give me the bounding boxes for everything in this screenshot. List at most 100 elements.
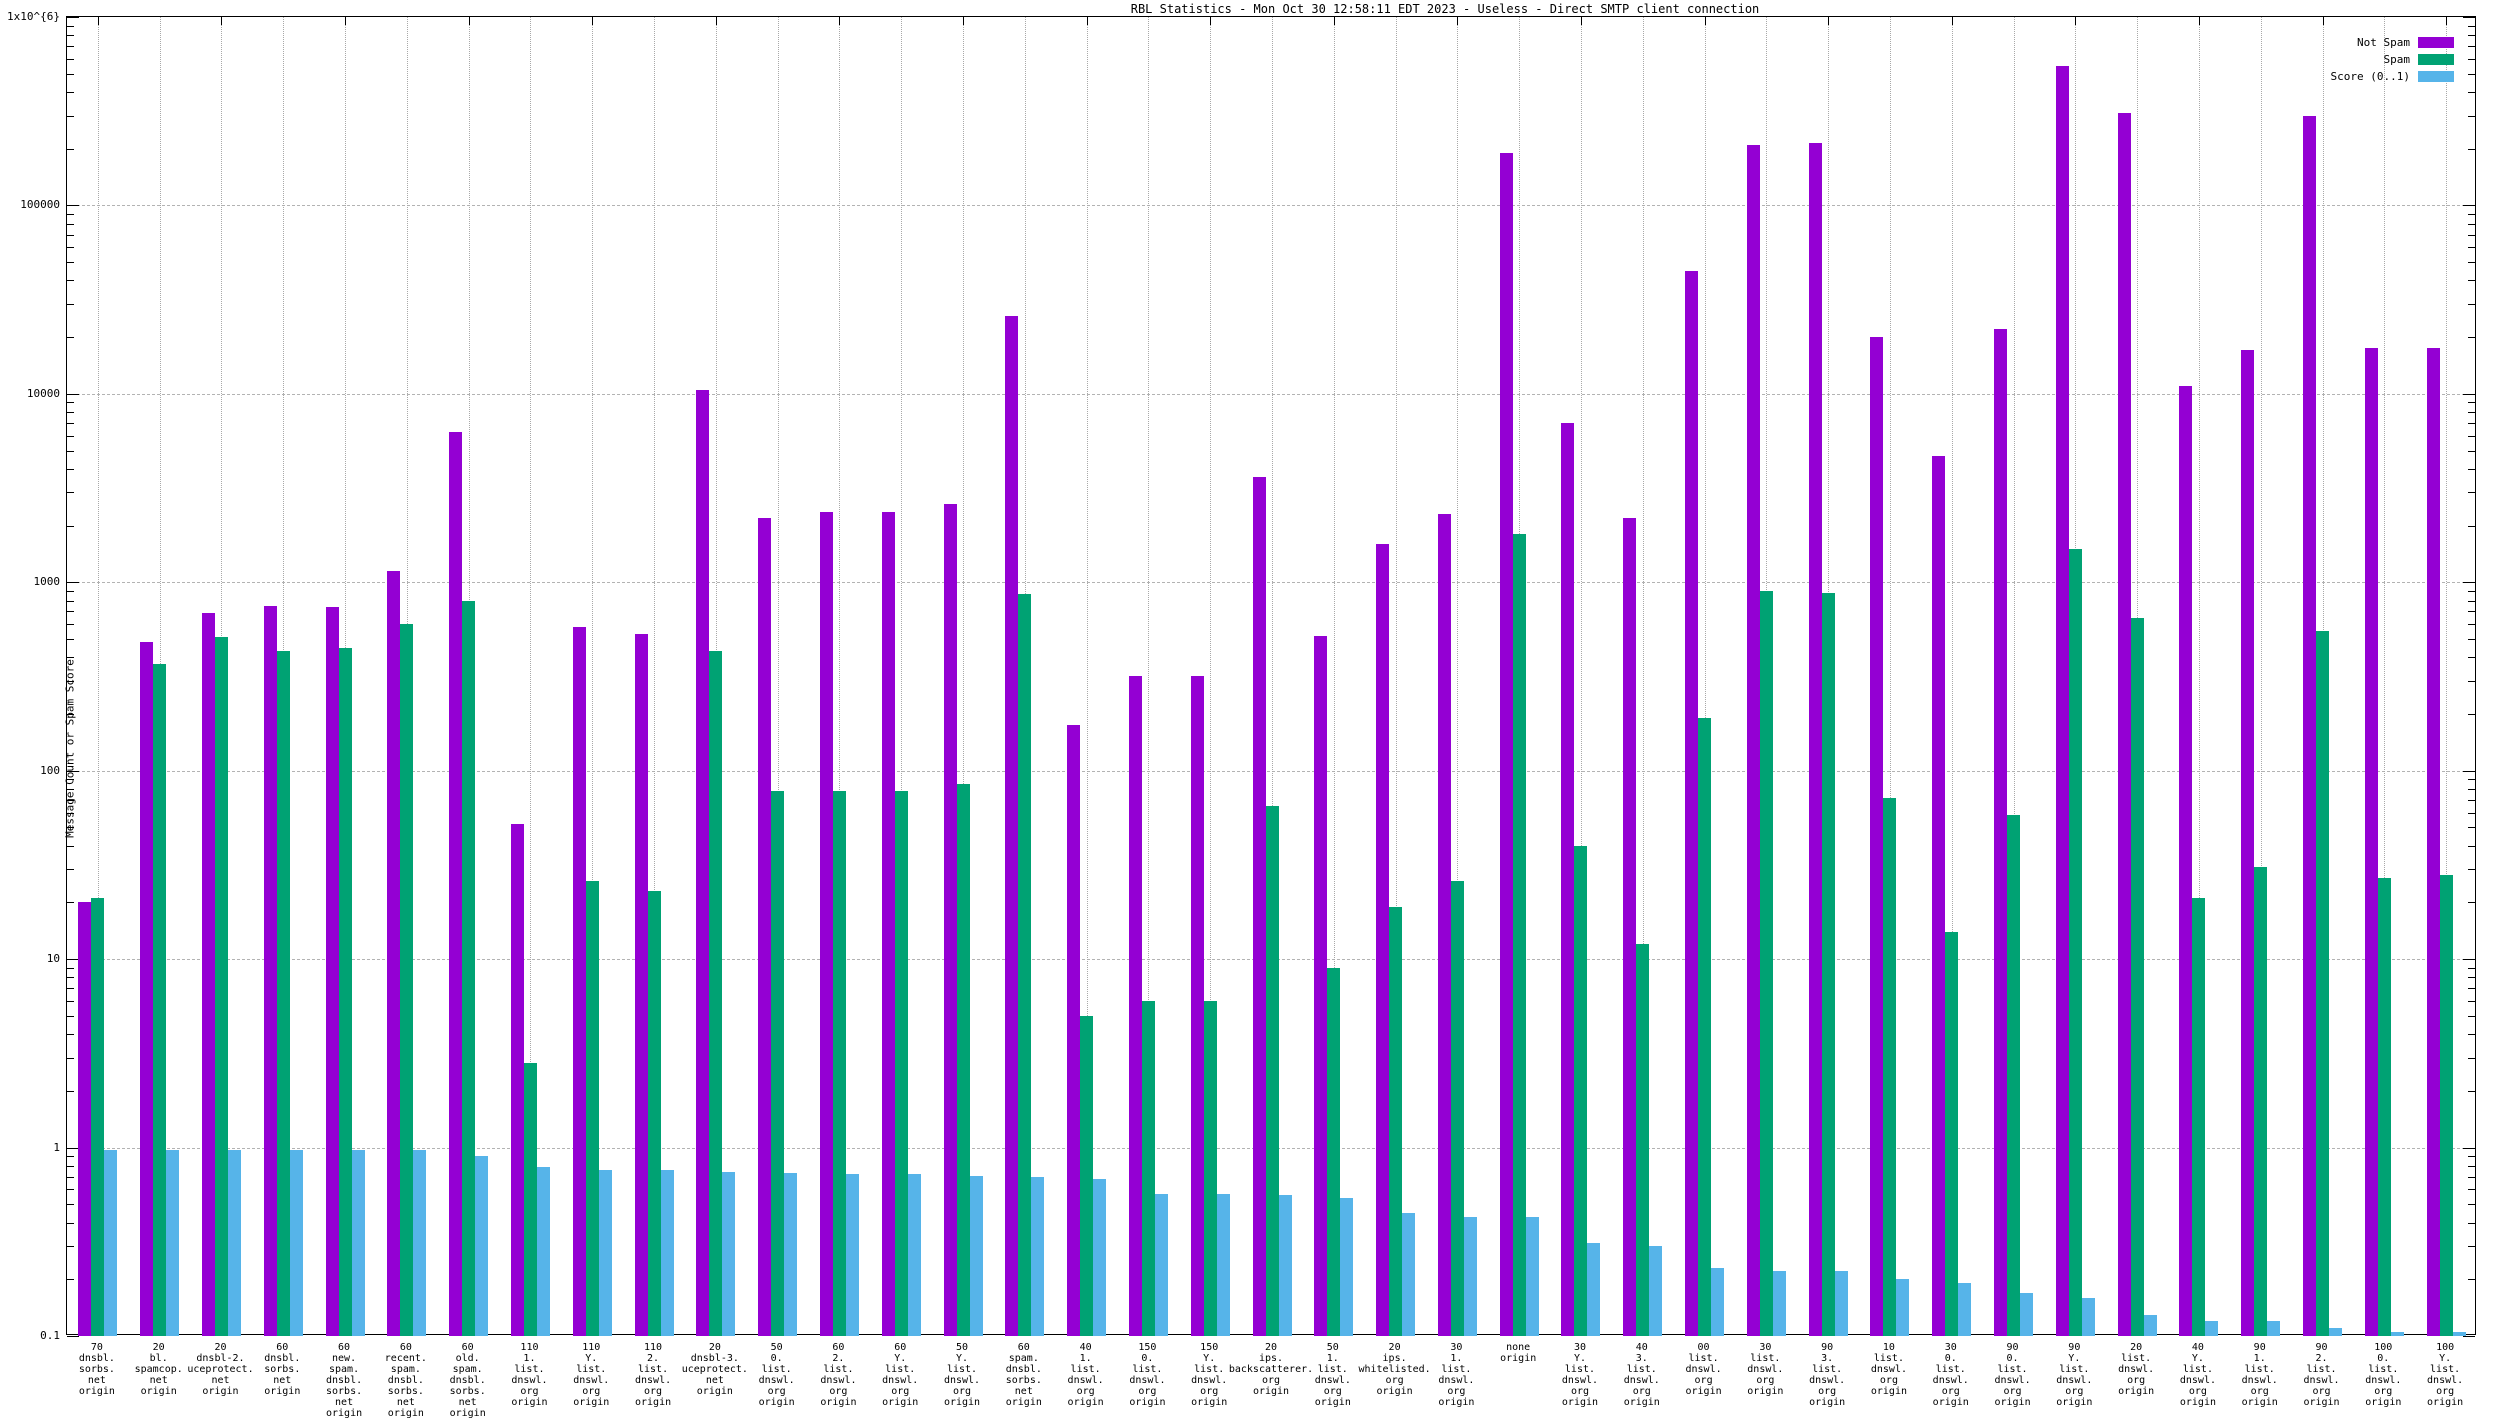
y-minor-tick [67, 280, 74, 282]
bar-spam-24 [1574, 845, 1588, 1336]
legend-label-spam: Spam [2383, 53, 2411, 66]
vertical-gridline [777, 17, 779, 1334]
y-minor-tick [67, 525, 74, 527]
y-minor-tick [2468, 234, 2475, 236]
y-major-tick [2463, 959, 2475, 961]
bar-score01-13 [907, 1174, 921, 1336]
y-minor-tick [2468, 1189, 2475, 1191]
y-minor-tick [67, 1156, 74, 1158]
x-tick-label: 30 Y. list. dnswl. org origin [1561, 1342, 1599, 1408]
bar-spam-10 [709, 651, 723, 1336]
bar-notspam-18 [1190, 675, 1204, 1336]
x-tick-label: 90 1. list. dnswl. org origin [2241, 1342, 2278, 1408]
bar-score01-37 [2390, 1332, 2404, 1336]
bar-score01-11 [784, 1173, 798, 1336]
y-minor-tick [67, 827, 74, 829]
y-minor-tick [67, 1015, 74, 1017]
y-major-tick [67, 393, 79, 395]
vertical-gridline [1086, 17, 1088, 1334]
y-minor-tick [67, 639, 74, 640]
vertical-gridline [1395, 17, 1397, 1334]
bar-notspam-9 [634, 634, 648, 1336]
bar-score01-14 [969, 1175, 983, 1336]
bar-notspam-2 [201, 612, 215, 1336]
bar-notspam-0 [78, 902, 92, 1336]
bar-notspam-17 [1128, 675, 1142, 1336]
y-minor-tick [67, 214, 74, 216]
vertical-gridline [1704, 17, 1706, 1334]
x-top-tick [468, 17, 470, 25]
y-minor-tick [67, 450, 74, 452]
y-major-tick [2463, 582, 2475, 584]
x-tick-label: 90 2. list. dnswl. org origin [2303, 1342, 2340, 1408]
y-minor-tick [67, 812, 74, 814]
y-minor-tick [67, 1222, 74, 1224]
bar-notspam-30 [1932, 455, 1946, 1336]
y-minor-tick [2468, 967, 2475, 969]
y-minor-tick [2468, 600, 2475, 602]
vertical-gridline [1889, 17, 1891, 1334]
bar-spam-37 [2377, 877, 2391, 1336]
vertical-gridline [2013, 17, 2015, 1334]
y-minor-tick [2468, 280, 2475, 282]
y-minor-tick [2468, 1246, 2475, 1248]
y-minor-tick [2468, 402, 2475, 404]
bar-spam-34 [2192, 898, 2206, 1336]
y-minor-tick [2468, 827, 2475, 829]
x-tick-label: 30 1. list. dnswl. org origin [1438, 1342, 1475, 1408]
y-minor-tick [2468, 657, 2475, 659]
x-top-tick [1333, 17, 1335, 25]
bar-notspam-8 [572, 626, 586, 1336]
bar-spam-0 [91, 898, 105, 1336]
y-minor-tick [67, 779, 74, 781]
bar-notspam-1 [140, 642, 154, 1336]
y-major-tick [67, 770, 79, 772]
legend-swatch-spam [2418, 54, 2454, 65]
y-minor-tick [2468, 262, 2475, 264]
horizontal-gridline [67, 393, 2475, 395]
y-minor-tick [67, 1204, 74, 1206]
y-minor-tick [67, 247, 74, 249]
y-minor-tick [67, 600, 74, 602]
y-minor-tick [2468, 412, 2475, 414]
bar-notspam-5 [387, 570, 401, 1336]
y-minor-tick [2468, 713, 2475, 715]
bar-notspam-36 [2303, 115, 2316, 1336]
bar-spam-3 [276, 651, 290, 1336]
y-major-tick [67, 582, 79, 584]
x-tick-label: 110 Y. list. dnswl. org origin [573, 1342, 610, 1408]
y-minor-tick [2468, 214, 2475, 216]
y-tick-label: 1 [53, 1140, 60, 1154]
bar-notspam-33 [2117, 112, 2131, 1336]
bar-notspam-14 [943, 504, 957, 1336]
y-minor-tick [67, 423, 74, 425]
bar-score01-36 [2329, 1328, 2342, 1336]
y-minor-tick [67, 902, 74, 904]
bar-score01-35 [2267, 1321, 2281, 1336]
y-minor-tick [67, 412, 74, 414]
x-tick-label: 100 Y. list. dnswl. org origin [2427, 1342, 2464, 1408]
y-minor-tick [67, 262, 74, 264]
bar-notspam-34 [2179, 386, 2193, 1336]
horizontal-gridline [67, 582, 2475, 584]
x-tick-label: 150 Y. list. dnswl. org origin [1191, 1342, 1228, 1408]
y-minor-tick [2468, 1057, 2475, 1059]
y-major-tick [2463, 1336, 2475, 1337]
y-minor-tick [2468, 303, 2475, 305]
y-minor-tick [67, 1000, 74, 1002]
y-minor-tick [2468, 779, 2475, 781]
y-tick-label: 100000 [20, 198, 60, 212]
y-minor-tick [2468, 450, 2475, 452]
x-tick-label: 40 3. list. dnswl. org origin [1623, 1342, 1660, 1408]
y-minor-tick [2468, 1000, 2475, 1002]
bar-score01-17 [1154, 1193, 1168, 1336]
bar-spam-12 [832, 791, 846, 1336]
x-tick-label: 20 ips. backscatterer. org origin [1228, 1342, 1314, 1397]
y-minor-tick [67, 977, 74, 979]
bar-spam-19 [1265, 805, 1279, 1336]
vertical-gridline [963, 17, 965, 1334]
bar-score01-2 [227, 1150, 241, 1336]
x-top-tick [963, 17, 965, 25]
y-minor-tick [67, 402, 74, 404]
